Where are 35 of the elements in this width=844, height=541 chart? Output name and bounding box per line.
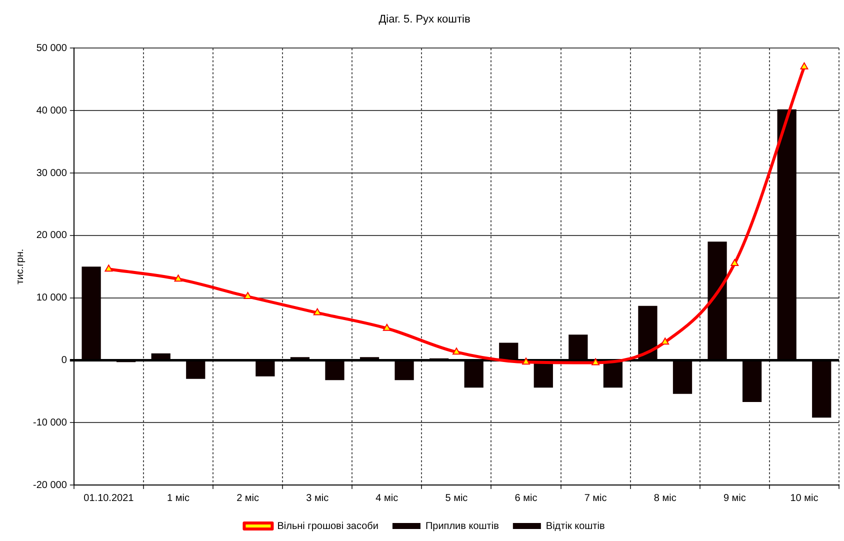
point (452, 348, 460, 355)
x-tick-label: 6 міс (514, 492, 538, 504)
point (382, 324, 391, 331)
x-tick-label: 2 міс (236, 492, 260, 504)
x-tick-label: 01.10.2021 (84, 492, 134, 504)
point (800, 62, 808, 70)
y-tick-label: 20 000 (36, 230, 68, 242)
point (522, 358, 530, 365)
point (730, 258, 739, 266)
x-tick-label: 9 міс (723, 492, 746, 504)
x-tick-label: 8 міс (654, 492, 676, 504)
legend-label: Приплив коштів (425, 520, 499, 532)
x-tick-label: 10 міс (790, 492, 818, 504)
y-tick-label: 10 000 (36, 292, 68, 304)
x-tick-label: 5 міс (445, 492, 468, 504)
legend-label: Вільні грошові засоби (277, 520, 378, 532)
x-tick-label: 4 міс (376, 492, 398, 504)
y-tick-label: -20 000 (32, 480, 68, 491)
point (592, 358, 600, 366)
y-axis-title: тис.грн. (14, 248, 26, 284)
point (174, 274, 182, 282)
point (244, 292, 252, 300)
y-tick-label: 30 000 (36, 168, 68, 179)
x-tick-label: 7 міс (584, 492, 607, 504)
y-tick-label: 50 000 (36, 42, 68, 54)
point (661, 338, 670, 345)
point (313, 308, 322, 316)
point (104, 264, 113, 272)
x-tick-label: 3 міс (306, 492, 329, 504)
chart-title: Діаг. 5. Рух коштів (378, 14, 470, 26)
y-tick-label: 40 000 (36, 105, 68, 116)
y-tick-label: -10 000 (32, 417, 68, 428)
x-tick-label: 1 міс (167, 492, 190, 504)
y-tick-label: 0 (61, 354, 68, 366)
legend-label: Відтік коштів (546, 520, 605, 532)
